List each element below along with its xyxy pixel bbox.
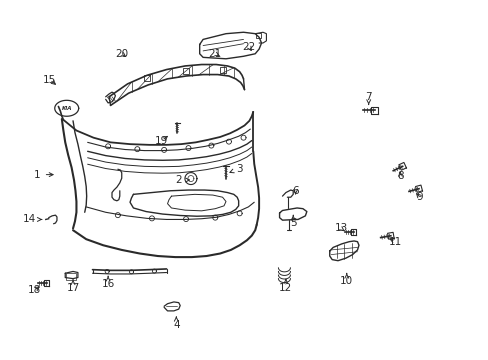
Bar [144,75,150,81]
Text: KIA: KIA [61,106,72,111]
Text: 13: 13 [334,224,347,233]
Text: 15: 15 [43,75,56,85]
Text: 21: 21 [208,49,222,59]
Text: 12: 12 [279,279,292,293]
Bar [219,67,225,73]
Bar [65,273,76,280]
Text: 17: 17 [66,280,80,293]
Text: 20: 20 [115,49,128,59]
Text: 7: 7 [365,92,371,105]
Text: 8: 8 [396,171,403,181]
Text: 16: 16 [102,276,115,289]
Text: 22: 22 [242,42,256,52]
Text: 3: 3 [229,163,243,174]
Text: 4: 4 [173,317,179,330]
Text: 19: 19 [155,136,168,145]
Text: 10: 10 [340,273,353,286]
Text: 6: 6 [292,186,298,196]
Text: 2: 2 [175,175,189,185]
Text: 5: 5 [289,215,296,228]
Text: 11: 11 [388,237,401,247]
Text: 14: 14 [22,215,41,224]
Bar [255,33,260,37]
Bar [183,68,189,73]
Text: 18: 18 [27,285,41,296]
Text: 1: 1 [34,170,53,180]
Text: 9: 9 [416,192,422,202]
